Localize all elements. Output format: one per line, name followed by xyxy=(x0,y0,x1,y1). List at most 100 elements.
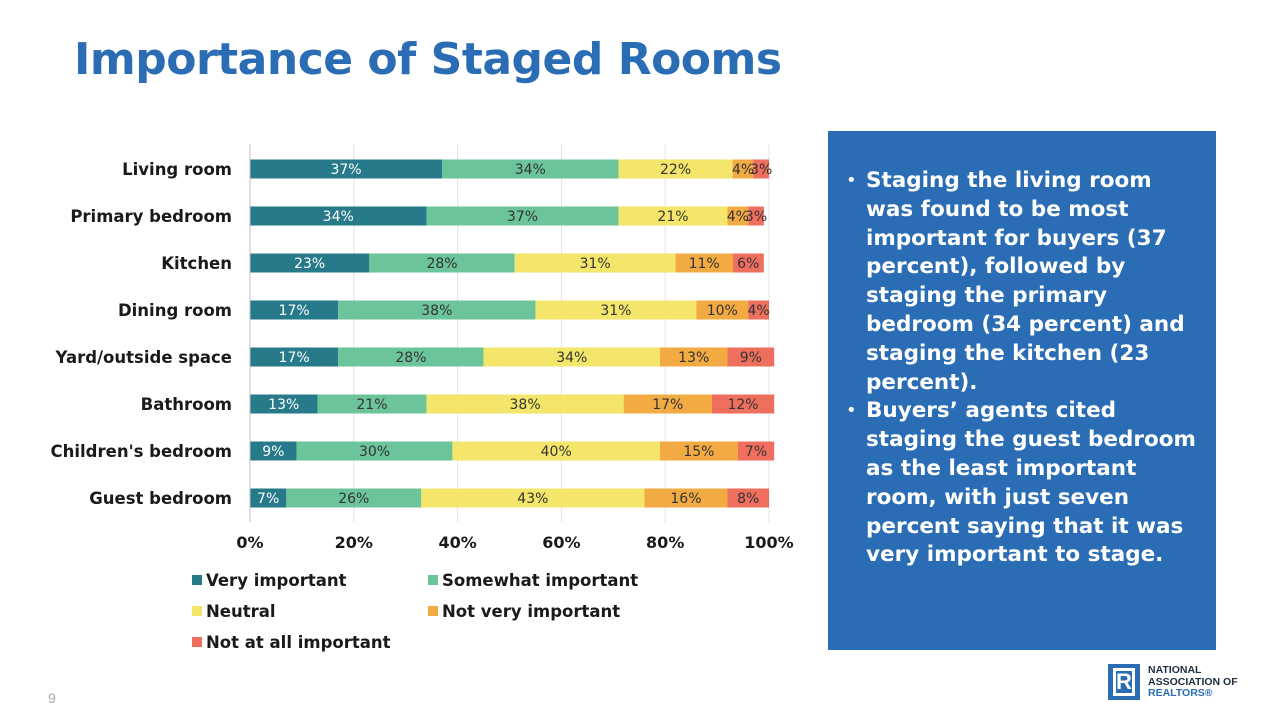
bar-segment xyxy=(623,394,712,414)
category-label: Living room xyxy=(122,160,232,179)
data-label: 15% xyxy=(683,444,714,460)
bar-segment xyxy=(696,300,749,320)
bullet-item: • Buyers’ agents cited staging the guest… xyxy=(844,397,1198,570)
category-label: Yard/outside space xyxy=(55,348,232,367)
bar-segment xyxy=(711,394,775,414)
bullet-item: • Staging the living room was found to b… xyxy=(844,167,1198,397)
data-label: 3% xyxy=(745,209,767,225)
bar-segment xyxy=(732,159,754,179)
legend-swatch xyxy=(192,575,202,585)
bar-segment xyxy=(644,488,728,508)
legend-label: Somewhat important xyxy=(442,571,638,590)
bar-segment xyxy=(250,253,370,273)
data-label: 23% xyxy=(294,256,325,272)
data-label: 34% xyxy=(556,350,587,366)
bar-segment xyxy=(369,253,515,273)
bar-segment xyxy=(660,347,728,367)
data-label: 9% xyxy=(740,350,762,366)
category-label: Dining room xyxy=(118,301,232,320)
data-label: 4% xyxy=(748,303,770,319)
data-label: 17% xyxy=(279,303,310,319)
bar-segment xyxy=(660,441,738,461)
data-label: 28% xyxy=(426,256,457,272)
bar-segment xyxy=(250,394,318,414)
data-label: 7% xyxy=(745,444,767,460)
legend-label: Not at all important xyxy=(206,633,391,652)
x-tick-label: 40% xyxy=(438,533,476,552)
data-label: 17% xyxy=(652,397,683,413)
data-label: 37% xyxy=(507,209,538,225)
bar-segment xyxy=(618,159,733,179)
bar-segment xyxy=(426,206,619,226)
bar-segment xyxy=(514,253,676,273)
bar-segment xyxy=(250,206,427,226)
bullet-dot-icon: • xyxy=(846,170,857,191)
data-label: 38% xyxy=(421,303,452,319)
logo-line-3: REALTORS® xyxy=(1148,687,1213,699)
bar-segment xyxy=(753,159,769,179)
data-label: 21% xyxy=(657,209,688,225)
data-label: 9% xyxy=(262,444,284,460)
x-tick-label: 0% xyxy=(236,533,263,552)
bullet-dot-icon: • xyxy=(846,400,857,422)
bar-segment xyxy=(442,159,619,179)
x-tick-label: 80% xyxy=(646,533,684,552)
legend-swatch xyxy=(192,606,202,616)
bullet-text: Buyers’ agents cited staging the guest b… xyxy=(866,398,1196,568)
legend-swatch xyxy=(192,637,202,647)
data-label: 3% xyxy=(750,162,772,178)
bar-segment xyxy=(296,441,453,461)
bar-segment xyxy=(748,206,764,226)
legend-label: Very important xyxy=(206,571,347,590)
bar-segment xyxy=(732,253,764,273)
data-label: 6% xyxy=(737,256,759,272)
data-label: 10% xyxy=(707,303,738,319)
data-label: 43% xyxy=(517,491,548,507)
category-label: Children's bedroom xyxy=(51,442,232,461)
logo-line-2: ASSOCIATION OF xyxy=(1148,675,1238,688)
bar-segment xyxy=(250,159,443,179)
data-label: 34% xyxy=(323,209,354,225)
bar-segment xyxy=(338,347,484,367)
x-tick-label: 60% xyxy=(542,533,580,552)
bar-segment xyxy=(250,441,297,461)
legend-swatch xyxy=(428,606,438,616)
bullet-text: Staging the living room was found to be … xyxy=(866,168,1185,395)
slide-title: Importance of Staged Rooms xyxy=(74,34,782,85)
data-label: 22% xyxy=(660,162,691,178)
logo-letter: R xyxy=(1116,669,1132,694)
data-label: 13% xyxy=(678,350,709,366)
data-label: 12% xyxy=(727,397,758,413)
category-label: Bathroom xyxy=(141,395,232,414)
summary-bullets: • Staging the living room was found to b… xyxy=(844,167,1198,570)
realtor-r-icon: R xyxy=(1108,664,1140,700)
bar-segment xyxy=(421,488,645,508)
bar-segment xyxy=(250,488,287,508)
bar-segment xyxy=(748,300,769,320)
bar-segment xyxy=(338,300,536,320)
stacked-bar-chart: 37% 34% 22% 4%3%34% 37% 21% 4%3%23% 28% 31% 11% 6%… xyxy=(51,144,794,652)
bar-segment xyxy=(618,206,728,226)
category-label: Primary bedroom xyxy=(70,207,232,226)
category-label: Kitchen xyxy=(161,254,232,273)
bar-segment xyxy=(286,488,422,508)
data-label: 4% xyxy=(727,209,749,225)
bar-segment xyxy=(675,253,733,273)
data-label: 16% xyxy=(670,491,701,507)
data-label: 30% xyxy=(359,444,390,460)
logo-wordmark: NATIONAL ASSOCIATION OF REALTORS® xyxy=(1148,664,1238,700)
summary-panel: • Staging the living room was found to b… xyxy=(828,131,1216,650)
data-label: 34% xyxy=(515,162,546,178)
category-label: Guest bedroom xyxy=(89,489,232,508)
bar-segment xyxy=(250,347,339,367)
data-label: 8% xyxy=(737,491,759,507)
data-label: 28% xyxy=(395,350,426,366)
bar-segment xyxy=(727,347,775,367)
data-label: 26% xyxy=(338,491,369,507)
legend-label: Neutral xyxy=(206,602,276,621)
data-label: 7% xyxy=(257,491,279,507)
logo-line-1: NATIONAL xyxy=(1148,664,1202,676)
bar-segment xyxy=(535,300,697,320)
data-label: 37% xyxy=(330,162,361,178)
bar-segment xyxy=(737,441,775,461)
